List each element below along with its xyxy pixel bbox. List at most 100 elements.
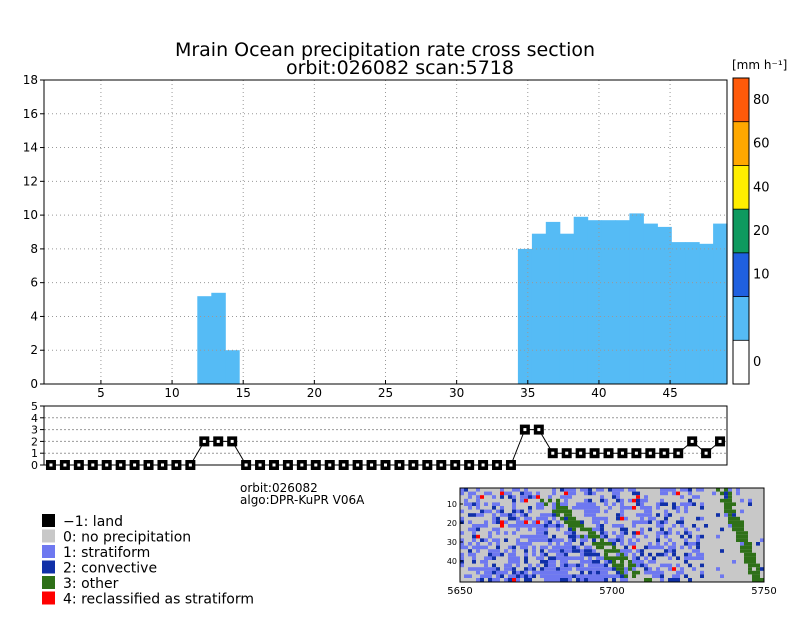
map-cell [484, 556, 488, 560]
map-cell [716, 513, 720, 517]
map-cell [580, 527, 584, 532]
map-cell [588, 549, 592, 553]
map-cell [548, 498, 552, 503]
map-cell [564, 552, 568, 557]
map-cell [492, 556, 496, 560]
map-cell [616, 556, 620, 560]
map-cell [656, 524, 660, 528]
map-cell [604, 563, 608, 568]
map-cell [532, 552, 536, 557]
map-cell [716, 534, 720, 539]
map-cell [524, 491, 528, 496]
map-cell [648, 578, 652, 582]
map-cell [612, 531, 616, 535]
map-cell [700, 488, 704, 492]
map-cell [636, 556, 640, 560]
map-cell [680, 495, 684, 499]
precip-column [197, 296, 212, 384]
map-cell [560, 560, 564, 564]
y-tick-label: 12 [23, 174, 38, 188]
colorbar-bins [733, 78, 749, 385]
map-cell [740, 524, 744, 528]
map-cell [672, 545, 676, 550]
map-cell [504, 563, 508, 568]
map-cell [488, 552, 492, 557]
map-cell [600, 556, 604, 560]
map-cell [520, 498, 524, 503]
map-cell [528, 538, 532, 542]
map-cell [484, 560, 488, 564]
map-cell [552, 574, 556, 578]
map-cell [668, 527, 672, 532]
legend-swatch [42, 514, 55, 527]
map-cell [496, 578, 500, 582]
map-cell [476, 578, 480, 582]
colorbar-bin [733, 165, 749, 210]
map-cell [500, 491, 504, 496]
map-cell [524, 567, 528, 571]
map-cell [632, 542, 636, 546]
map-cell [576, 524, 580, 528]
map-cell [472, 538, 476, 542]
map-cell [552, 506, 556, 510]
map-cell [664, 509, 668, 514]
map-cell [632, 570, 636, 575]
map-cell [632, 498, 636, 503]
strip-marker [450, 460, 461, 470]
map-cell [744, 556, 748, 560]
map-cell [508, 552, 512, 557]
map-cell [608, 488, 612, 492]
map-cell [748, 567, 752, 571]
map-cell [644, 509, 648, 514]
map-cell [556, 545, 560, 550]
map-cell [616, 574, 620, 578]
map-cell [568, 549, 572, 553]
map-cell [512, 560, 516, 564]
map-cell [560, 552, 564, 557]
strip-marker [157, 460, 168, 470]
legend-item: 0: no precipitation [42, 529, 191, 546]
map-cell [476, 506, 480, 510]
map-cell [640, 563, 644, 568]
map-cell [580, 488, 584, 492]
map-cell [652, 516, 656, 521]
cross-section-panel: 0 2 4 6 8 10 12 14 16 18 5 10 15 20 25 30 35 40 45 [23, 73, 728, 400]
map-cell [616, 570, 620, 575]
map-cell [564, 574, 568, 578]
map-cell [704, 524, 708, 528]
map-cell [580, 538, 584, 542]
map-cell [668, 556, 672, 560]
map-cell [536, 534, 540, 539]
map-cell [508, 567, 512, 571]
map-cell [628, 567, 632, 571]
y-tick-label: 6 [30, 276, 38, 290]
map-cell [568, 574, 572, 578]
map-cell [488, 570, 492, 575]
map-cell [628, 542, 632, 546]
map-cell [744, 542, 748, 546]
legend-label: 2: convective [63, 561, 157, 577]
map-cell [496, 542, 500, 546]
map-cell [740, 531, 744, 535]
type-strip-grid [44, 417, 727, 454]
map-cell [684, 552, 688, 557]
map-cell [616, 567, 620, 571]
strip-marker [213, 436, 224, 447]
map-cell [460, 552, 464, 557]
strip-marker [561, 448, 572, 459]
map-cell [596, 524, 600, 528]
map-cell [600, 498, 604, 503]
map-cell [624, 531, 628, 535]
map-cell [736, 527, 740, 532]
map-cell [664, 491, 668, 496]
map-cell [528, 574, 532, 578]
map-cell [532, 545, 536, 550]
map-cell [688, 531, 692, 535]
map-cell [588, 560, 592, 564]
map-cell [556, 509, 560, 514]
map-cell [696, 545, 700, 550]
x-tick-label: 30 [449, 386, 464, 400]
map-cell [756, 567, 760, 571]
map-cell [588, 498, 592, 503]
